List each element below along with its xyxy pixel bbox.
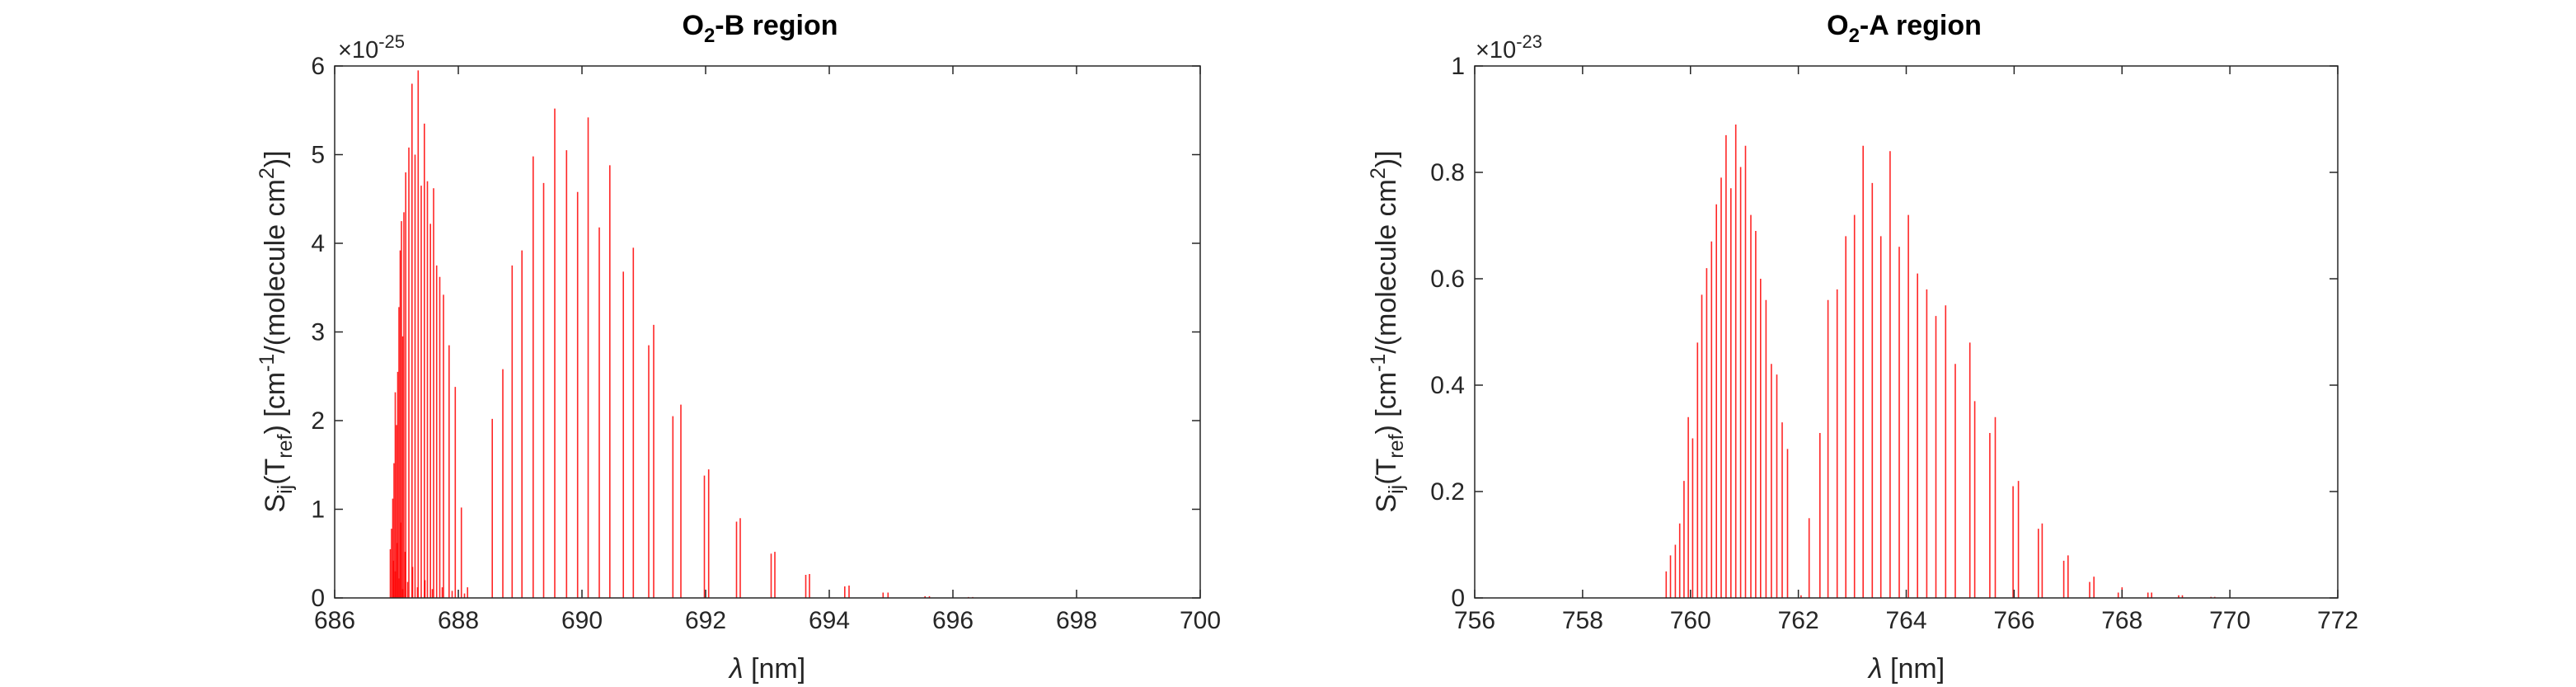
x-tick-label: 764 [1885, 607, 1926, 634]
y-exponent-label: ×10-25 [338, 31, 405, 64]
y-tick-label: 0.8 [1430, 159, 1465, 186]
x-tick-label: 762 [1778, 607, 1819, 634]
x-axis-ticks: 756 758 760 762 764 766 768 770 772 [1454, 66, 2358, 634]
y-axis-label: Sij(Tref) [cm-1/(molecule cm2)] [256, 150, 297, 512]
y-tick-label: 0.6 [1430, 266, 1465, 293]
x-tick-label: 690 [561, 607, 603, 634]
stem-series [1665, 125, 2216, 598]
x-tick-label: 756 [1454, 607, 1495, 634]
y-tick-label: 6 [311, 53, 325, 80]
y-axis-label: Sij(Tref) [cm-1/(molecule cm2)] [1367, 150, 1408, 512]
stem-series [389, 70, 974, 598]
x-axis-ticks: 686 688 690 692 694 696 698 700 [314, 66, 1221, 634]
x-tick-label: 758 [1562, 607, 1603, 634]
x-axis-label: λ [nm] [728, 653, 805, 685]
x-tick-label: 696 [932, 607, 974, 634]
x-tick-label: 694 [809, 607, 850, 634]
x-tick-label: 770 [2209, 607, 2250, 634]
chart-o2-b: O2-B region ×10-25 686 688 690 692 694 696 698… [256, 10, 1221, 685]
y-exponent-label: ×10-23 [1476, 31, 1542, 64]
y-tick-label: 0 [311, 585, 325, 612]
x-tick-label: 772 [2317, 607, 2358, 634]
y-tick-label: 1 [1451, 53, 1465, 80]
y-tick-label: 4 [311, 230, 325, 257]
x-tick-label: 686 [314, 607, 355, 634]
y-tick-label: 0.2 [1430, 478, 1465, 506]
y-tick-label: 2 [311, 407, 325, 435]
plot-frame [334, 65, 1201, 599]
plot-frame [1474, 65, 2339, 599]
x-tick-label: 688 [438, 607, 479, 634]
y-tick-label: 0 [1451, 585, 1465, 612]
y-axis-ticks: 0 1 2 3 4 5 6 [311, 53, 1200, 612]
chart-title: O2-A region [1827, 10, 1982, 47]
chart-title: O2-B region [682, 10, 838, 47]
y-tick-label: 3 [311, 319, 325, 346]
y-tick-label: 5 [311, 142, 325, 169]
x-tick-label: 760 [1670, 607, 1711, 634]
x-axis-label: λ [nm] [1867, 653, 1945, 685]
chart-o2-a: O2-A region ×10-23 756 758 760 762 764 766 768… [1367, 10, 2358, 685]
x-tick-label: 766 [1993, 607, 2034, 634]
y-axis-ticks: 0 0.2 0.4 0.6 0.8 1 [1430, 53, 2338, 612]
x-tick-label: 700 [1180, 607, 1221, 634]
x-tick-label: 768 [2101, 607, 2142, 634]
x-tick-label: 698 [1056, 607, 1097, 634]
y-tick-label: 1 [311, 496, 325, 524]
x-tick-label: 692 [685, 607, 726, 634]
y-tick-label: 0.4 [1430, 372, 1465, 399]
